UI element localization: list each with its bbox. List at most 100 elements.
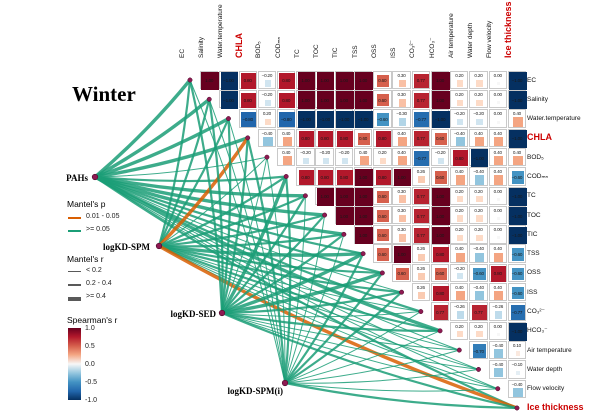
correlation-square [457,234,464,241]
correlation-square [510,305,526,320]
correlation-value: 0.40 [493,285,502,291]
correlation-square [452,150,468,166]
matrix-cell-tic-vs-oss: 0.60 [373,225,392,244]
correlation-square [264,80,271,87]
correlation-square [434,132,448,146]
correlation-value: 1.00 [320,194,329,200]
matrix-cell-toc-vs-tic: 1.00 [334,205,354,225]
matrix-cell-salinity-vs-cod: 0.80 [276,90,296,109]
correlation-value: 0.77 [416,213,425,219]
matrix-cell-water-temperature-vs-hco: −1.00 [430,109,450,129]
correlation-value: −1.00 [319,117,330,123]
matrix-cell-chla-vs-hco: 0.60 [430,128,450,148]
correlation-square [240,92,257,108]
matrix-node-dot-air-temperature [456,347,462,353]
mantel-edge-logkd-sed-toc [221,214,326,314]
matrix-cell-co-vs-ice-thickness: −0.77 [507,302,527,321]
matrix-node-dot-tic [341,231,347,237]
correlation-value: 0.40 [493,130,502,136]
matrix-cell-chla-vs-toc: 0.80 [315,128,334,148]
matrix-cell-toc-vs-water-depth: 0.20 [469,205,488,225]
legend-line-swatch [68,217,81,220]
correlation-value: −0.77 [415,117,427,123]
matrix-node-dot-bod [264,154,270,160]
matrix-cell-tss-vs-water-depth: −0.40 [469,244,488,263]
spearman-colorbar [68,328,81,400]
matrix-cell-bod-vs-oss: 0.20 [373,147,392,167]
correlation-value: −0.10 [511,362,523,368]
matrix-node-dot-flow-velocity [495,386,501,392]
matrix-cell-salinity-vs-toc: 1.00 [315,90,335,110]
column-label-tic: TIC [332,47,340,58]
correlation-value: 0.60 [378,194,387,200]
matrix-cell-tss-vs-flow-velocity: 0.40 [488,244,507,263]
column-label-bod: BOD₅ [255,41,263,58]
correlation-value: 0.40 [474,130,483,136]
matrix-cell-ec-vs-iss: 0.30 [392,70,411,90]
correlation-square [476,234,483,241]
correlation-square [473,267,486,281]
matrix-cell-tic-vs-hco: 1.00 [430,225,450,245]
correlation-value: −0.77 [511,310,523,315]
correlation-value: 0.80 [493,271,502,277]
correlation-square [375,169,392,186]
matrix-cell-water-temperature-vs-tss: −1.00 [353,109,373,129]
row-label-tic: TIC [527,230,538,238]
correlation-square [303,157,310,164]
row-label-ice-thickness: Ice thickness [527,402,584,413]
correlation-square [396,267,409,281]
correlation-value: 0.20 [378,149,387,155]
matrix-node-dot-ec [187,77,193,83]
correlation-square [494,291,504,301]
matrix-cell-co-vs-air-temperature: −0.26 [450,302,469,321]
spec-node-dot-pahs [91,173,99,181]
matrix-cell-water-temperature-vs-bod: 0.20 [257,109,277,128]
matrix-cell-chla-vs-water-depth: 0.40 [469,128,488,148]
matrix-cell-tss-vs-hco: 0.80 [430,244,450,263]
matrix-cell-water-depth-vs-flow-velocity: −0.40 [488,360,507,379]
correlation-value: 0.26 [416,246,425,252]
matrix-cell-bod-vs-toc: −0.20 [315,147,334,167]
mantel-edge-logkd-sed-co [221,311,421,318]
mantel-edge-logkd-spm-i-tss [284,253,365,384]
mantel-edge-logkd-spm-i-ice-thickness [284,381,518,410]
correlation-square [474,136,485,146]
correlation-square [279,73,295,89]
correlation-value: −1.00 [511,97,523,103]
correlation-square [432,187,450,206]
correlation-value: 0.40 [493,246,502,252]
correlation-square [457,119,464,126]
matrix-cell-salinity-vs-chla: 0.80 [238,90,257,109]
correlation-square [433,285,449,301]
matrix-cell-chla-vs-oss: 0.80 [373,128,392,148]
correlation-value: −0.40 [492,342,504,348]
correlation-value: −0.20 [338,149,350,155]
correlation-value: 0.77 [474,310,483,315]
correlation-value: 1.00 [435,194,445,200]
correlation-square [322,157,329,164]
legend-mantel-p-item: 0.01 - 0.05 [68,213,148,223]
matrix-cell-salinity-vs-bod: −0.20 [257,90,277,109]
correlation-square [414,131,430,147]
correlation-value: 1.00 [320,97,329,103]
matrix-cell-ec-vs-chla: 0.80 [238,70,257,90]
correlation-value: −1.00 [434,117,446,123]
correlation-square [470,149,489,167]
correlation-square [476,331,483,338]
correlation-square [240,73,257,89]
correlation-square [414,208,430,224]
matrix-cell-chla-vs-cod: 0.40 [276,128,296,148]
mantel-edge-logkd-spm-i-water-depth [284,368,479,384]
correlation-value: 0.80 [435,290,445,296]
correlation-value: 1.00 [435,232,445,238]
legend-mantel-r-item: < 0.2 [68,267,148,277]
correlation-square [377,209,390,223]
correlation-value: 0.80 [435,252,445,258]
correlation-square [336,91,354,110]
correlation-square [494,252,504,262]
legend-mantel-r-item: >= 0.4 [68,293,148,303]
correlation-value: 1.00 [359,97,368,103]
correlation-square [279,92,295,108]
spec-node-dot-logkd-spm [155,242,163,250]
